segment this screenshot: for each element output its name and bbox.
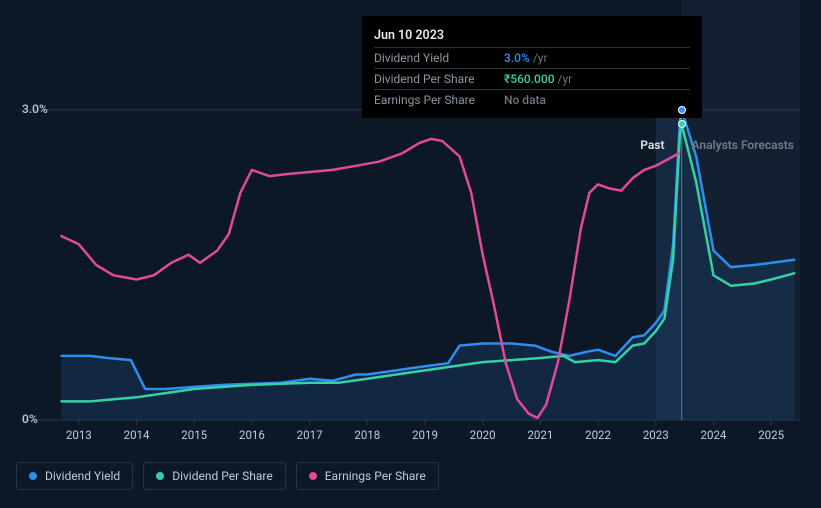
- legend: Dividend Yield Dividend Per Share Earnings…: [16, 462, 439, 490]
- x-axis-label: 2014: [124, 428, 150, 442]
- x-axis-label: 2025: [758, 428, 784, 442]
- legend-dot-icon: [29, 472, 37, 480]
- legend-label: Dividend Yield: [45, 469, 120, 483]
- tooltip-row-label: Dividend Per Share: [374, 72, 504, 86]
- x-axis-label: 2015: [181, 428, 207, 442]
- x-axis-label: 2013: [66, 428, 92, 442]
- x-axis-label: 2017: [297, 428, 323, 442]
- chart-marker: [678, 106, 686, 114]
- x-axis-label: 2020: [470, 428, 496, 442]
- tooltip-row: Earnings Per ShareNo data: [374, 89, 690, 110]
- legend-label: Earnings Per Share: [325, 469, 426, 483]
- tooltip-row: Dividend Per Share₹560.000/yr: [374, 68, 690, 89]
- tooltip-date: Jun 10 2023: [374, 24, 690, 47]
- y-axis-label: 0%: [22, 412, 38, 426]
- legend-item[interactable]: Earnings Per Share: [296, 462, 439, 490]
- tooltip-row-value: No data: [504, 93, 546, 107]
- tooltip-row-label: Dividend Yield: [374, 51, 504, 65]
- tooltip-row-value: 3.0%: [504, 51, 530, 65]
- x-axis-label: 2019: [412, 428, 438, 442]
- x-axis-label: 2023: [643, 428, 669, 442]
- chart-tooltip: Jun 10 2023 Dividend Yield3.0%/yrDividen…: [362, 16, 702, 118]
- x-axis-label: 2024: [701, 428, 727, 442]
- legend-label: Dividend Per Share: [172, 469, 273, 483]
- chart-container: Jun 10 2023 Dividend Yield3.0%/yrDividen…: [0, 0, 821, 508]
- tooltip-row: Dividend Yield3.0%/yr: [374, 47, 690, 68]
- tooltip-row-suffix: /yr: [533, 51, 548, 65]
- x-axis-label: 2022: [585, 428, 611, 442]
- tooltip-row-label: Earnings Per Share: [374, 93, 504, 107]
- x-axis-label: 2021: [527, 428, 553, 442]
- legend-item[interactable]: Dividend Yield: [16, 462, 133, 490]
- annotation-forecast: Analysts Forecasts: [692, 138, 794, 152]
- y-axis-label: 3.0%: [22, 102, 48, 116]
- chart-marker: [678, 120, 686, 128]
- legend-item[interactable]: Dividend Per Share: [143, 462, 286, 490]
- legend-dot-icon: [309, 472, 317, 480]
- x-axis-label: 2016: [239, 428, 265, 442]
- legend-dot-icon: [156, 472, 164, 480]
- annotation-past: Past: [640, 138, 664, 152]
- tooltip-row-suffix: /yr: [558, 72, 573, 86]
- tooltip-row-value: ₹560.000: [504, 72, 555, 86]
- x-axis-label: 2018: [354, 428, 380, 442]
